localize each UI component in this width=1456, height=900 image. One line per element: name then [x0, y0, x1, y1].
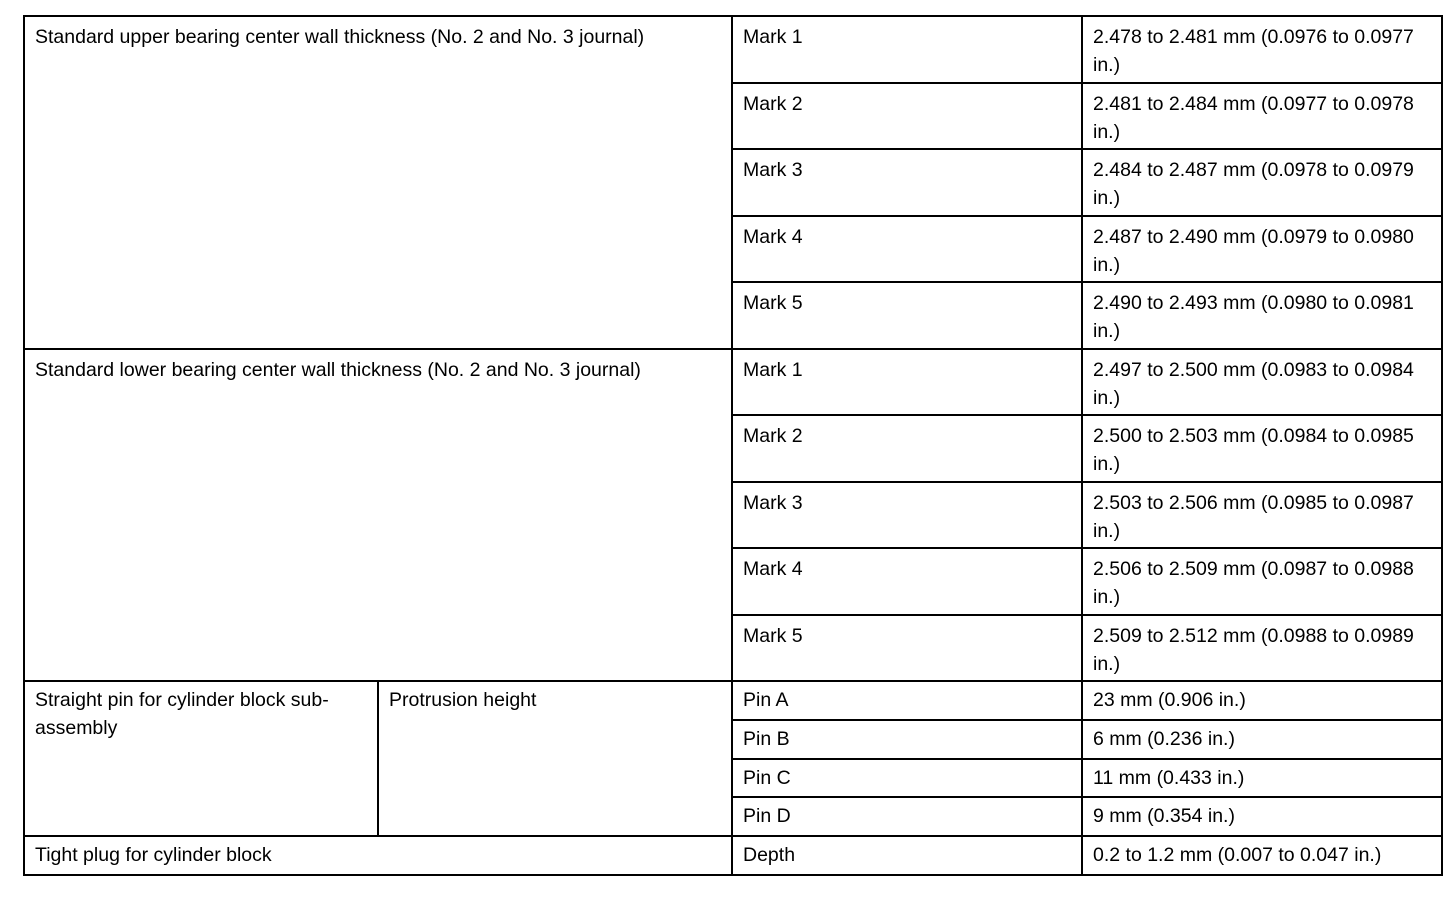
- label-cell: Pin C: [731, 757, 1083, 799]
- value-cell: 2.506 to 2.509 mm (0.0987 to 0.0988 in.): [1081, 547, 1443, 616]
- table-row: Mark 3 2.503 to 2.506 mm (0.0985 to 0.09…: [24, 480, 1443, 549]
- table-row: Straight pin for cylinder block sub-asse…: [23, 679, 1443, 838]
- label-cell: Pin D: [731, 796, 1083, 838]
- item-cell: Standard upper bearing center wall thick…: [23, 15, 733, 350]
- table-row: Pin B 6 mm (0.236 in.): [24, 718, 1443, 760]
- value-cell: 0.2 to 1.2 mm (0.007 to 0.047 in.): [1081, 835, 1443, 876]
- value-cell: 2.497 to 2.500 mm (0.0983 to 0.0984 in.): [1081, 347, 1443, 416]
- item-cell: Straight pin for cylinder block sub-asse…: [23, 679, 379, 838]
- label-cell: Mark 4: [731, 214, 1083, 283]
- label-cell: Mark 3: [731, 480, 1083, 549]
- table-row: Mark 3 2.484 to 2.487 mm (0.0978 to 0.09…: [24, 148, 1443, 217]
- value-cell: 23 mm (0.906 in.): [1081, 680, 1443, 721]
- table-row: Mark 2 2.500 to 2.503 mm (0.0984 to 0.09…: [24, 414, 1443, 483]
- value-cell: 2.503 to 2.506 mm (0.0985 to 0.0987 in.): [1081, 480, 1443, 549]
- label-cell: Depth: [731, 835, 1083, 876]
- item-cell: Tight plug for cylinder block: [23, 835, 733, 876]
- table-row: Mark 2 2.481 to 2.484 mm (0.0977 to 0.09…: [24, 81, 1443, 150]
- subitem-cell: Protrusion height: [377, 679, 733, 838]
- specification-table: Standard upper bearing center wall thick…: [23, 15, 1443, 876]
- table-row: Pin D 9 mm (0.354 in.): [24, 796, 1443, 838]
- label-cell: Mark 3: [731, 148, 1083, 217]
- label-cell: Mark 2: [731, 81, 1083, 150]
- table-row: Standard upper bearing center wall thick…: [23, 15, 1443, 350]
- value-cell: 2.478 to 2.481 mm (0.0976 to 0.0977 in.): [1081, 15, 1443, 84]
- label-cell: Pin B: [731, 718, 1083, 760]
- label-cell: Mark 4: [731, 547, 1083, 616]
- label-cell: Mark 1: [731, 347, 1083, 416]
- value-cell: 2.487 to 2.490 mm (0.0979 to 0.0980 in.): [1081, 214, 1443, 283]
- value-cell: 9 mm (0.354 in.): [1081, 796, 1443, 838]
- table-row: Tight plug for cylinder block Depth 0.2 …: [23, 835, 1443, 876]
- table-row: Pin C 11 mm (0.433 in.): [24, 757, 1443, 799]
- value-cell: 6 mm (0.236 in.): [1081, 718, 1443, 760]
- value-cell: 2.484 to 2.487 mm (0.0978 to 0.0979 in.): [1081, 148, 1443, 217]
- label-cell: Mark 5: [731, 281, 1083, 350]
- label-cell: Mark 1: [731, 15, 1083, 84]
- table-row: Standard lower bearing center wall thick…: [23, 347, 1443, 682]
- value-cell: 11 mm (0.433 in.): [1081, 757, 1443, 799]
- table-row: Mark 4 2.487 to 2.490 mm (0.0979 to 0.09…: [24, 214, 1443, 283]
- value-cell: 2.509 to 2.512 mm (0.0988 to 0.0989 in.): [1081, 613, 1443, 682]
- table-row: Mark 5 2.509 to 2.512 mm (0.0988 to 0.09…: [24, 613, 1443, 682]
- value-cell: 2.500 to 2.503 mm (0.0984 to 0.0985 in.): [1081, 414, 1443, 483]
- label-cell: Pin A: [731, 680, 1083, 721]
- value-cell: 2.481 to 2.484 mm (0.0977 to 0.0978 in.): [1081, 81, 1443, 150]
- label-cell: Mark 5: [731, 613, 1083, 682]
- item-cell: Standard lower bearing center wall thick…: [23, 347, 733, 682]
- table-row: Mark 5 2.490 to 2.493 mm (0.0980 to 0.09…: [24, 281, 1443, 350]
- table-row: Mark 4 2.506 to 2.509 mm (0.0987 to 0.09…: [24, 547, 1443, 616]
- label-cell: Mark 2: [731, 414, 1083, 483]
- value-cell: 2.490 to 2.493 mm (0.0980 to 0.0981 in.): [1081, 281, 1443, 350]
